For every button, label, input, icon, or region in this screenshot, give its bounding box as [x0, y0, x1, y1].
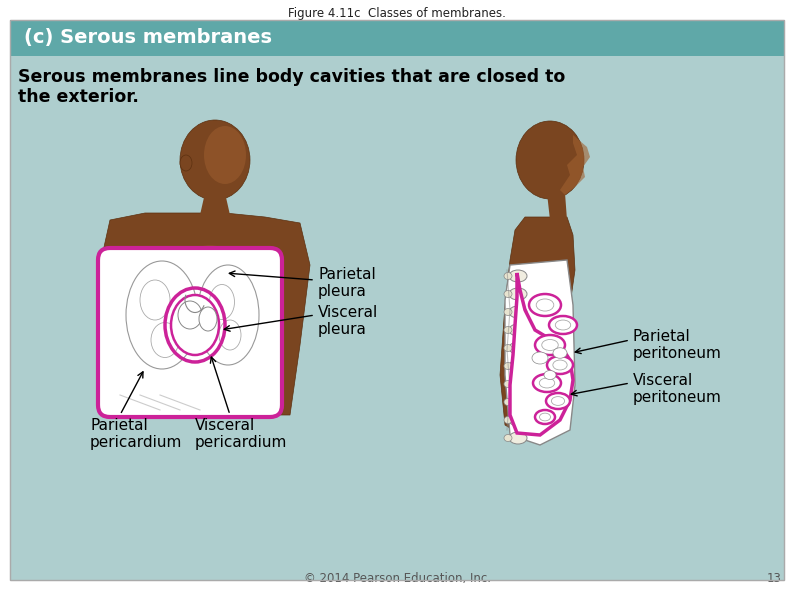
Text: Parietal
pericardium: Parietal pericardium [90, 418, 183, 450]
Ellipse shape [509, 378, 527, 390]
Ellipse shape [126, 261, 198, 369]
Ellipse shape [509, 288, 527, 300]
FancyBboxPatch shape [98, 248, 282, 417]
Ellipse shape [529, 294, 561, 316]
Ellipse shape [504, 290, 512, 298]
Ellipse shape [547, 356, 573, 374]
Text: Visceral
peritoneum: Visceral peritoneum [633, 373, 722, 405]
FancyBboxPatch shape [10, 56, 784, 580]
Ellipse shape [553, 347, 567, 358]
Text: the exterior.: the exterior. [18, 88, 139, 106]
Polygon shape [547, 193, 567, 220]
Polygon shape [100, 213, 310, 415]
Ellipse shape [199, 307, 217, 331]
Ellipse shape [509, 324, 527, 336]
Ellipse shape [551, 397, 565, 405]
Ellipse shape [504, 362, 512, 369]
Ellipse shape [504, 434, 512, 441]
Ellipse shape [504, 273, 512, 280]
Ellipse shape [549, 316, 577, 334]
Polygon shape [510, 273, 573, 435]
Ellipse shape [504, 416, 512, 424]
Ellipse shape [509, 306, 527, 318]
Ellipse shape [504, 399, 512, 406]
Ellipse shape [535, 410, 555, 424]
Ellipse shape [553, 360, 567, 370]
Ellipse shape [532, 352, 548, 364]
Ellipse shape [546, 393, 570, 409]
Ellipse shape [180, 155, 192, 171]
Text: Visceral
pleura: Visceral pleura [318, 305, 378, 337]
Ellipse shape [539, 378, 555, 388]
Ellipse shape [539, 413, 550, 421]
Text: © 2014 Pearson Education, Inc.: © 2014 Pearson Education, Inc. [303, 572, 491, 585]
Ellipse shape [555, 320, 571, 330]
Text: 13: 13 [767, 572, 782, 585]
Text: Serous membranes line body cavities that are closed to: Serous membranes line body cavities that… [18, 68, 565, 86]
Ellipse shape [509, 342, 527, 354]
FancyBboxPatch shape [10, 20, 784, 56]
Ellipse shape [504, 327, 512, 334]
Text: (c) Serous membranes: (c) Serous membranes [24, 29, 272, 48]
Ellipse shape [509, 396, 527, 408]
Ellipse shape [509, 414, 527, 426]
Ellipse shape [544, 371, 556, 380]
Polygon shape [200, 193, 230, 215]
Ellipse shape [509, 432, 527, 444]
Ellipse shape [178, 301, 202, 329]
Ellipse shape [535, 335, 565, 355]
Polygon shape [505, 260, 575, 445]
Text: Parietal
pleura: Parietal pleura [318, 267, 376, 299]
Ellipse shape [509, 270, 527, 282]
Ellipse shape [504, 380, 512, 387]
Ellipse shape [170, 245, 250, 365]
Ellipse shape [180, 120, 250, 200]
Ellipse shape [509, 360, 527, 372]
FancyBboxPatch shape [10, 20, 784, 580]
Ellipse shape [533, 374, 561, 392]
Ellipse shape [516, 121, 584, 199]
Ellipse shape [171, 295, 219, 355]
Polygon shape [560, 135, 590, 195]
Text: Figure 4.11c  Classes of membranes.: Figure 4.11c Classes of membranes. [288, 7, 506, 20]
Ellipse shape [504, 308, 512, 315]
Ellipse shape [542, 340, 558, 350]
Polygon shape [500, 217, 575, 440]
Ellipse shape [504, 345, 512, 352]
Text: Visceral
pericardium: Visceral pericardium [195, 418, 287, 450]
Ellipse shape [204, 126, 246, 184]
Text: Parietal
peritoneum: Parietal peritoneum [633, 329, 722, 361]
Ellipse shape [197, 265, 259, 365]
Ellipse shape [536, 299, 553, 311]
